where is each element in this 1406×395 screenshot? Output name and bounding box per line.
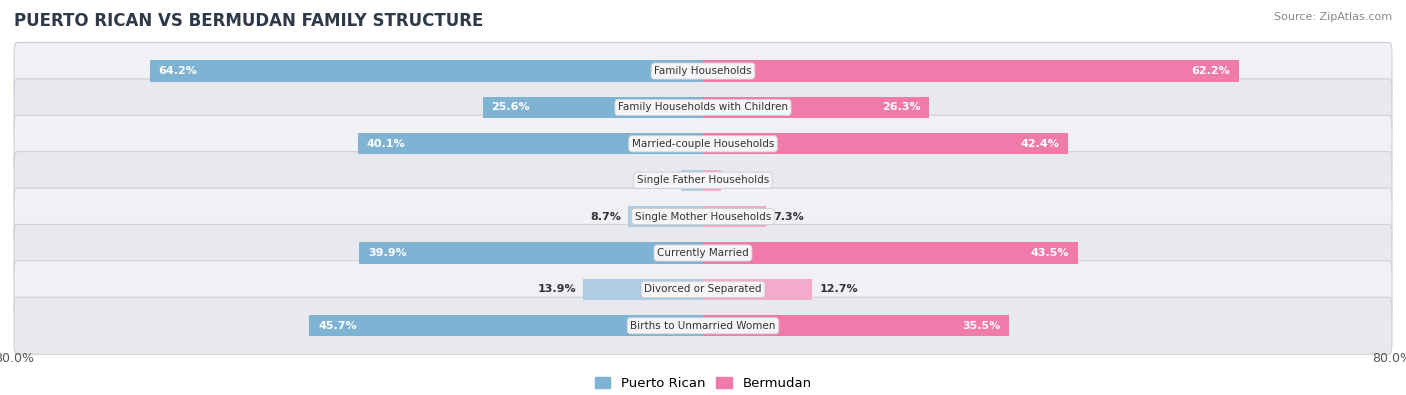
Bar bbox=[703, 60, 1239, 82]
Text: Single Mother Households: Single Mother Households bbox=[636, 212, 770, 222]
Bar bbox=[628, 206, 703, 227]
Bar bbox=[583, 279, 703, 300]
FancyBboxPatch shape bbox=[14, 79, 1392, 136]
Bar bbox=[482, 97, 703, 118]
Text: 43.5%: 43.5% bbox=[1031, 248, 1069, 258]
FancyBboxPatch shape bbox=[14, 224, 1392, 282]
Bar bbox=[703, 206, 766, 227]
Text: 42.4%: 42.4% bbox=[1021, 139, 1060, 149]
Text: Births to Unmarried Women: Births to Unmarried Women bbox=[630, 321, 776, 331]
Text: Family Households: Family Households bbox=[654, 66, 752, 76]
Text: 13.9%: 13.9% bbox=[537, 284, 576, 294]
Bar bbox=[703, 243, 1077, 263]
Text: 40.1%: 40.1% bbox=[367, 139, 405, 149]
Text: 35.5%: 35.5% bbox=[962, 321, 1000, 331]
Text: 8.7%: 8.7% bbox=[591, 212, 621, 222]
Bar bbox=[150, 60, 703, 82]
Bar bbox=[703, 279, 813, 300]
Bar bbox=[681, 170, 703, 191]
FancyBboxPatch shape bbox=[14, 188, 1392, 245]
Text: Currently Married: Currently Married bbox=[657, 248, 749, 258]
Text: 39.9%: 39.9% bbox=[368, 248, 406, 258]
Text: 2.1%: 2.1% bbox=[728, 175, 759, 185]
FancyBboxPatch shape bbox=[14, 43, 1392, 100]
FancyBboxPatch shape bbox=[14, 261, 1392, 318]
Text: 25.6%: 25.6% bbox=[491, 102, 530, 113]
Bar bbox=[703, 133, 1069, 154]
Text: Family Households with Children: Family Households with Children bbox=[619, 102, 787, 113]
Bar bbox=[360, 243, 703, 263]
Text: 45.7%: 45.7% bbox=[318, 321, 357, 331]
Text: Single Father Households: Single Father Households bbox=[637, 175, 769, 185]
Text: 64.2%: 64.2% bbox=[159, 66, 198, 76]
Text: 62.2%: 62.2% bbox=[1191, 66, 1230, 76]
Text: 12.7%: 12.7% bbox=[820, 284, 858, 294]
Text: Divorced or Separated: Divorced or Separated bbox=[644, 284, 762, 294]
Text: PUERTO RICAN VS BERMUDAN FAMILY STRUCTURE: PUERTO RICAN VS BERMUDAN FAMILY STRUCTUR… bbox=[14, 12, 484, 30]
FancyBboxPatch shape bbox=[14, 297, 1392, 354]
FancyBboxPatch shape bbox=[14, 152, 1392, 209]
Legend: Puerto Rican, Bermudan: Puerto Rican, Bermudan bbox=[589, 371, 817, 395]
Text: Married-couple Households: Married-couple Households bbox=[631, 139, 775, 149]
Bar bbox=[357, 133, 703, 154]
Text: Source: ZipAtlas.com: Source: ZipAtlas.com bbox=[1274, 12, 1392, 22]
Text: 26.3%: 26.3% bbox=[882, 102, 921, 113]
Text: 2.6%: 2.6% bbox=[643, 175, 673, 185]
Bar bbox=[703, 97, 929, 118]
Text: 7.3%: 7.3% bbox=[773, 212, 803, 222]
Bar bbox=[703, 315, 1008, 336]
Bar bbox=[703, 170, 721, 191]
Bar bbox=[309, 315, 703, 336]
FancyBboxPatch shape bbox=[14, 115, 1392, 172]
